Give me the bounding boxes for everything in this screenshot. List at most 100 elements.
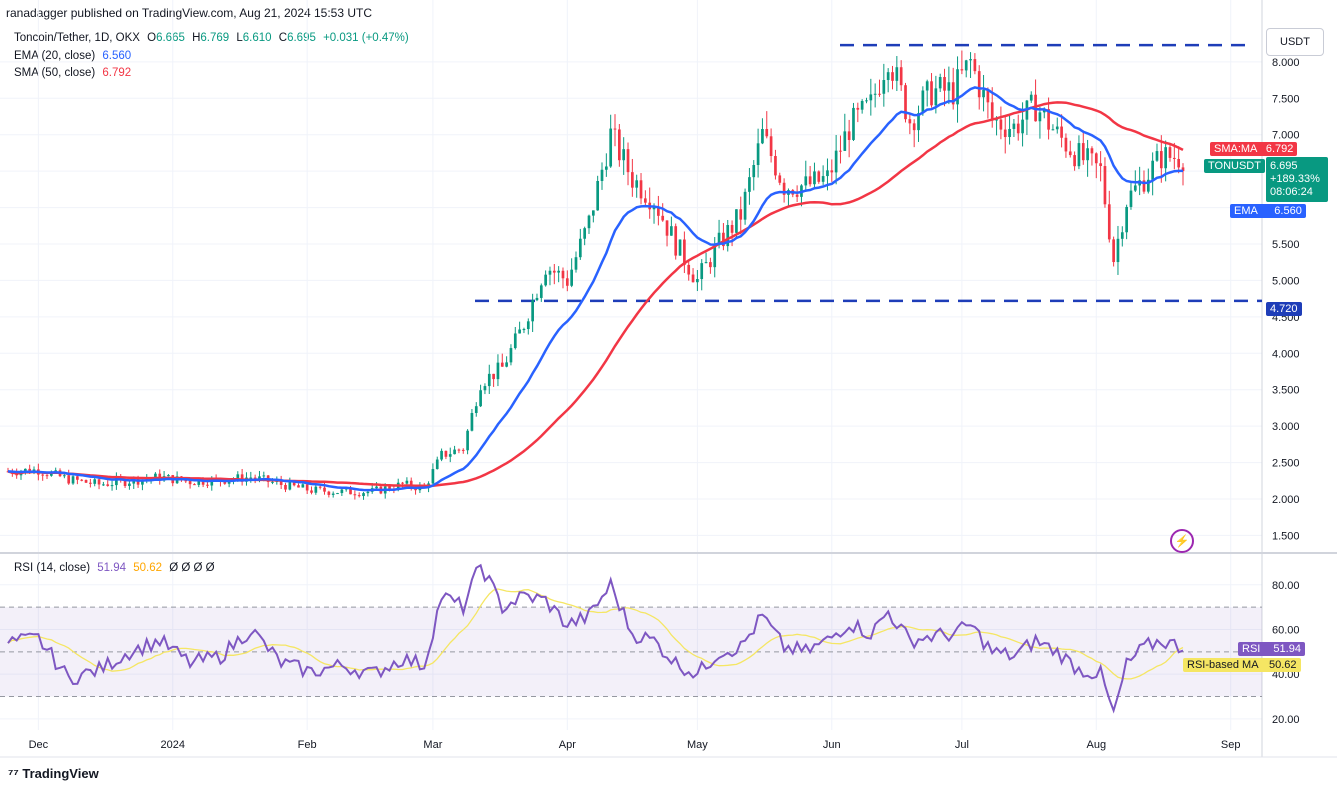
- open-label: O: [147, 32, 157, 44]
- candle-body: [1029, 94, 1033, 101]
- currency-button[interactable]: USDT: [1266, 28, 1324, 56]
- candle-body: [778, 175, 782, 183]
- candle-body: [709, 262, 712, 268]
- time-axis: Dec 2024 Feb Mar Apr May Jun Jul Aug Sep: [29, 739, 1241, 751]
- rsi-legend-value: 51.94: [97, 562, 127, 574]
- candle-body: [93, 479, 97, 484]
- rsi-ma-tag-value: 50.62: [1268, 659, 1297, 671]
- rsi-tick-label: 60.00: [1272, 624, 1300, 636]
- candle-body: [565, 278, 569, 286]
- sma-legend-label: SMA (50, close): [14, 67, 96, 79]
- candle-body: [782, 182, 786, 195]
- candle-body: [323, 487, 326, 492]
- candle-body: [678, 239, 682, 256]
- candle-body: [587, 215, 591, 229]
- candle-body: [878, 93, 881, 95]
- candle-body: [1073, 155, 1076, 167]
- support-price-tag: 4.720: [1266, 302, 1302, 316]
- candle-body: [167, 475, 170, 477]
- candle-body: [834, 150, 838, 173]
- candle-body: [752, 165, 756, 178]
- candle-body: [435, 459, 439, 470]
- time-tick-label: Mar: [423, 739, 442, 751]
- candle-body: [934, 88, 938, 106]
- candle-body: [865, 100, 868, 102]
- rsi-tag-value: 51.94: [1273, 643, 1301, 655]
- candle-body: [1120, 232, 1124, 239]
- candle-body: [570, 269, 573, 286]
- ema-legend[interactable]: EMA (20, close) 6.560: [14, 50, 131, 62]
- rsi-tick-label: 80.00: [1272, 580, 1300, 592]
- candle-body: [1129, 190, 1133, 207]
- candle-body: [67, 475, 71, 484]
- low-value: 6.610: [242, 32, 272, 44]
- pane-separator: [0, 552, 1337, 758]
- candle-body: [106, 484, 110, 486]
- candle-body: [357, 495, 361, 497]
- candle-body: [960, 69, 964, 71]
- candle-body: [578, 238, 582, 258]
- candle-body: [1094, 153, 1098, 164]
- rsi-line: [7, 563, 1184, 714]
- candle-body: [431, 469, 435, 484]
- candle-body: [795, 194, 799, 197]
- candle-body: [1172, 157, 1176, 159]
- candle-body: [1107, 204, 1111, 240]
- sma-legend[interactable]: SMA (50, close) 6.792: [14, 67, 131, 79]
- candle-body: [340, 489, 344, 494]
- candle-body: [895, 67, 899, 81]
- candle-body: [1086, 148, 1089, 161]
- sma-legend-value: 6.792: [102, 67, 132, 79]
- candle-body: [496, 362, 500, 380]
- rsi-tick-label: 40.00: [1272, 669, 1300, 681]
- price-tick-label: 2.500: [1272, 458, 1300, 470]
- high-value: 6.769: [200, 32, 230, 44]
- candle-body: [713, 245, 717, 268]
- candle-body: [505, 362, 508, 367]
- candle-body: [986, 89, 990, 103]
- candle-body: [969, 59, 972, 61]
- candle-body: [977, 71, 981, 98]
- candle-body: [310, 490, 313, 493]
- candle-body: [626, 149, 630, 173]
- candle-body: [63, 475, 66, 477]
- candle-body: [743, 191, 747, 220]
- candle-body: [561, 270, 565, 279]
- candle-body: [76, 476, 79, 480]
- rsi-ma-tag-label: RSI-based MA: [1187, 659, 1258, 671]
- lightning-icon[interactable]: ⚡: [1170, 529, 1194, 553]
- candle-body: [821, 176, 825, 182]
- price-change-pct: +189.33%: [1270, 173, 1320, 185]
- candle-body: [318, 486, 322, 488]
- candle-body: [41, 474, 45, 476]
- ema-tag-label: EMA: [1234, 205, 1258, 217]
- candle-body: [388, 486, 391, 490]
- low-label: L: [236, 32, 243, 44]
- candle-body: [938, 77, 942, 89]
- candle-body: [631, 172, 634, 188]
- current-price-tag: 6.695 +189.33% 08:06:24: [1266, 157, 1328, 202]
- candle-body: [591, 210, 595, 216]
- candle-body: [765, 129, 769, 137]
- candle-body: [1008, 128, 1011, 138]
- candle-body: [652, 207, 656, 210]
- candle-body: [904, 85, 907, 120]
- candle-body: [301, 484, 305, 488]
- ema-tag-value: 6.560: [1274, 205, 1302, 217]
- rsi-legend-label: RSI (14, close): [14, 562, 91, 574]
- tradingview-logo[interactable]: ⁷⁷ TradingView: [8, 766, 99, 781]
- candle-body: [23, 468, 27, 472]
- time-tick-label: Feb: [298, 739, 317, 751]
- candle-body: [813, 171, 816, 185]
- candle-body: [1151, 160, 1154, 180]
- candle-body: [683, 239, 686, 265]
- candle-body: [353, 494, 357, 496]
- rsi-legend[interactable]: RSI (14, close) 51.94 50.62 Ø Ø Ø Ø: [14, 562, 215, 574]
- symbol-name: Toncoin/Tether, 1D, OKX: [14, 32, 140, 44]
- candle-body: [804, 176, 808, 186]
- candle-body: [748, 177, 751, 192]
- rsi-legend-extra: Ø Ø Ø Ø: [169, 562, 215, 574]
- candle-body: [1164, 147, 1168, 169]
- price-tick-label: 4.000: [1272, 348, 1300, 360]
